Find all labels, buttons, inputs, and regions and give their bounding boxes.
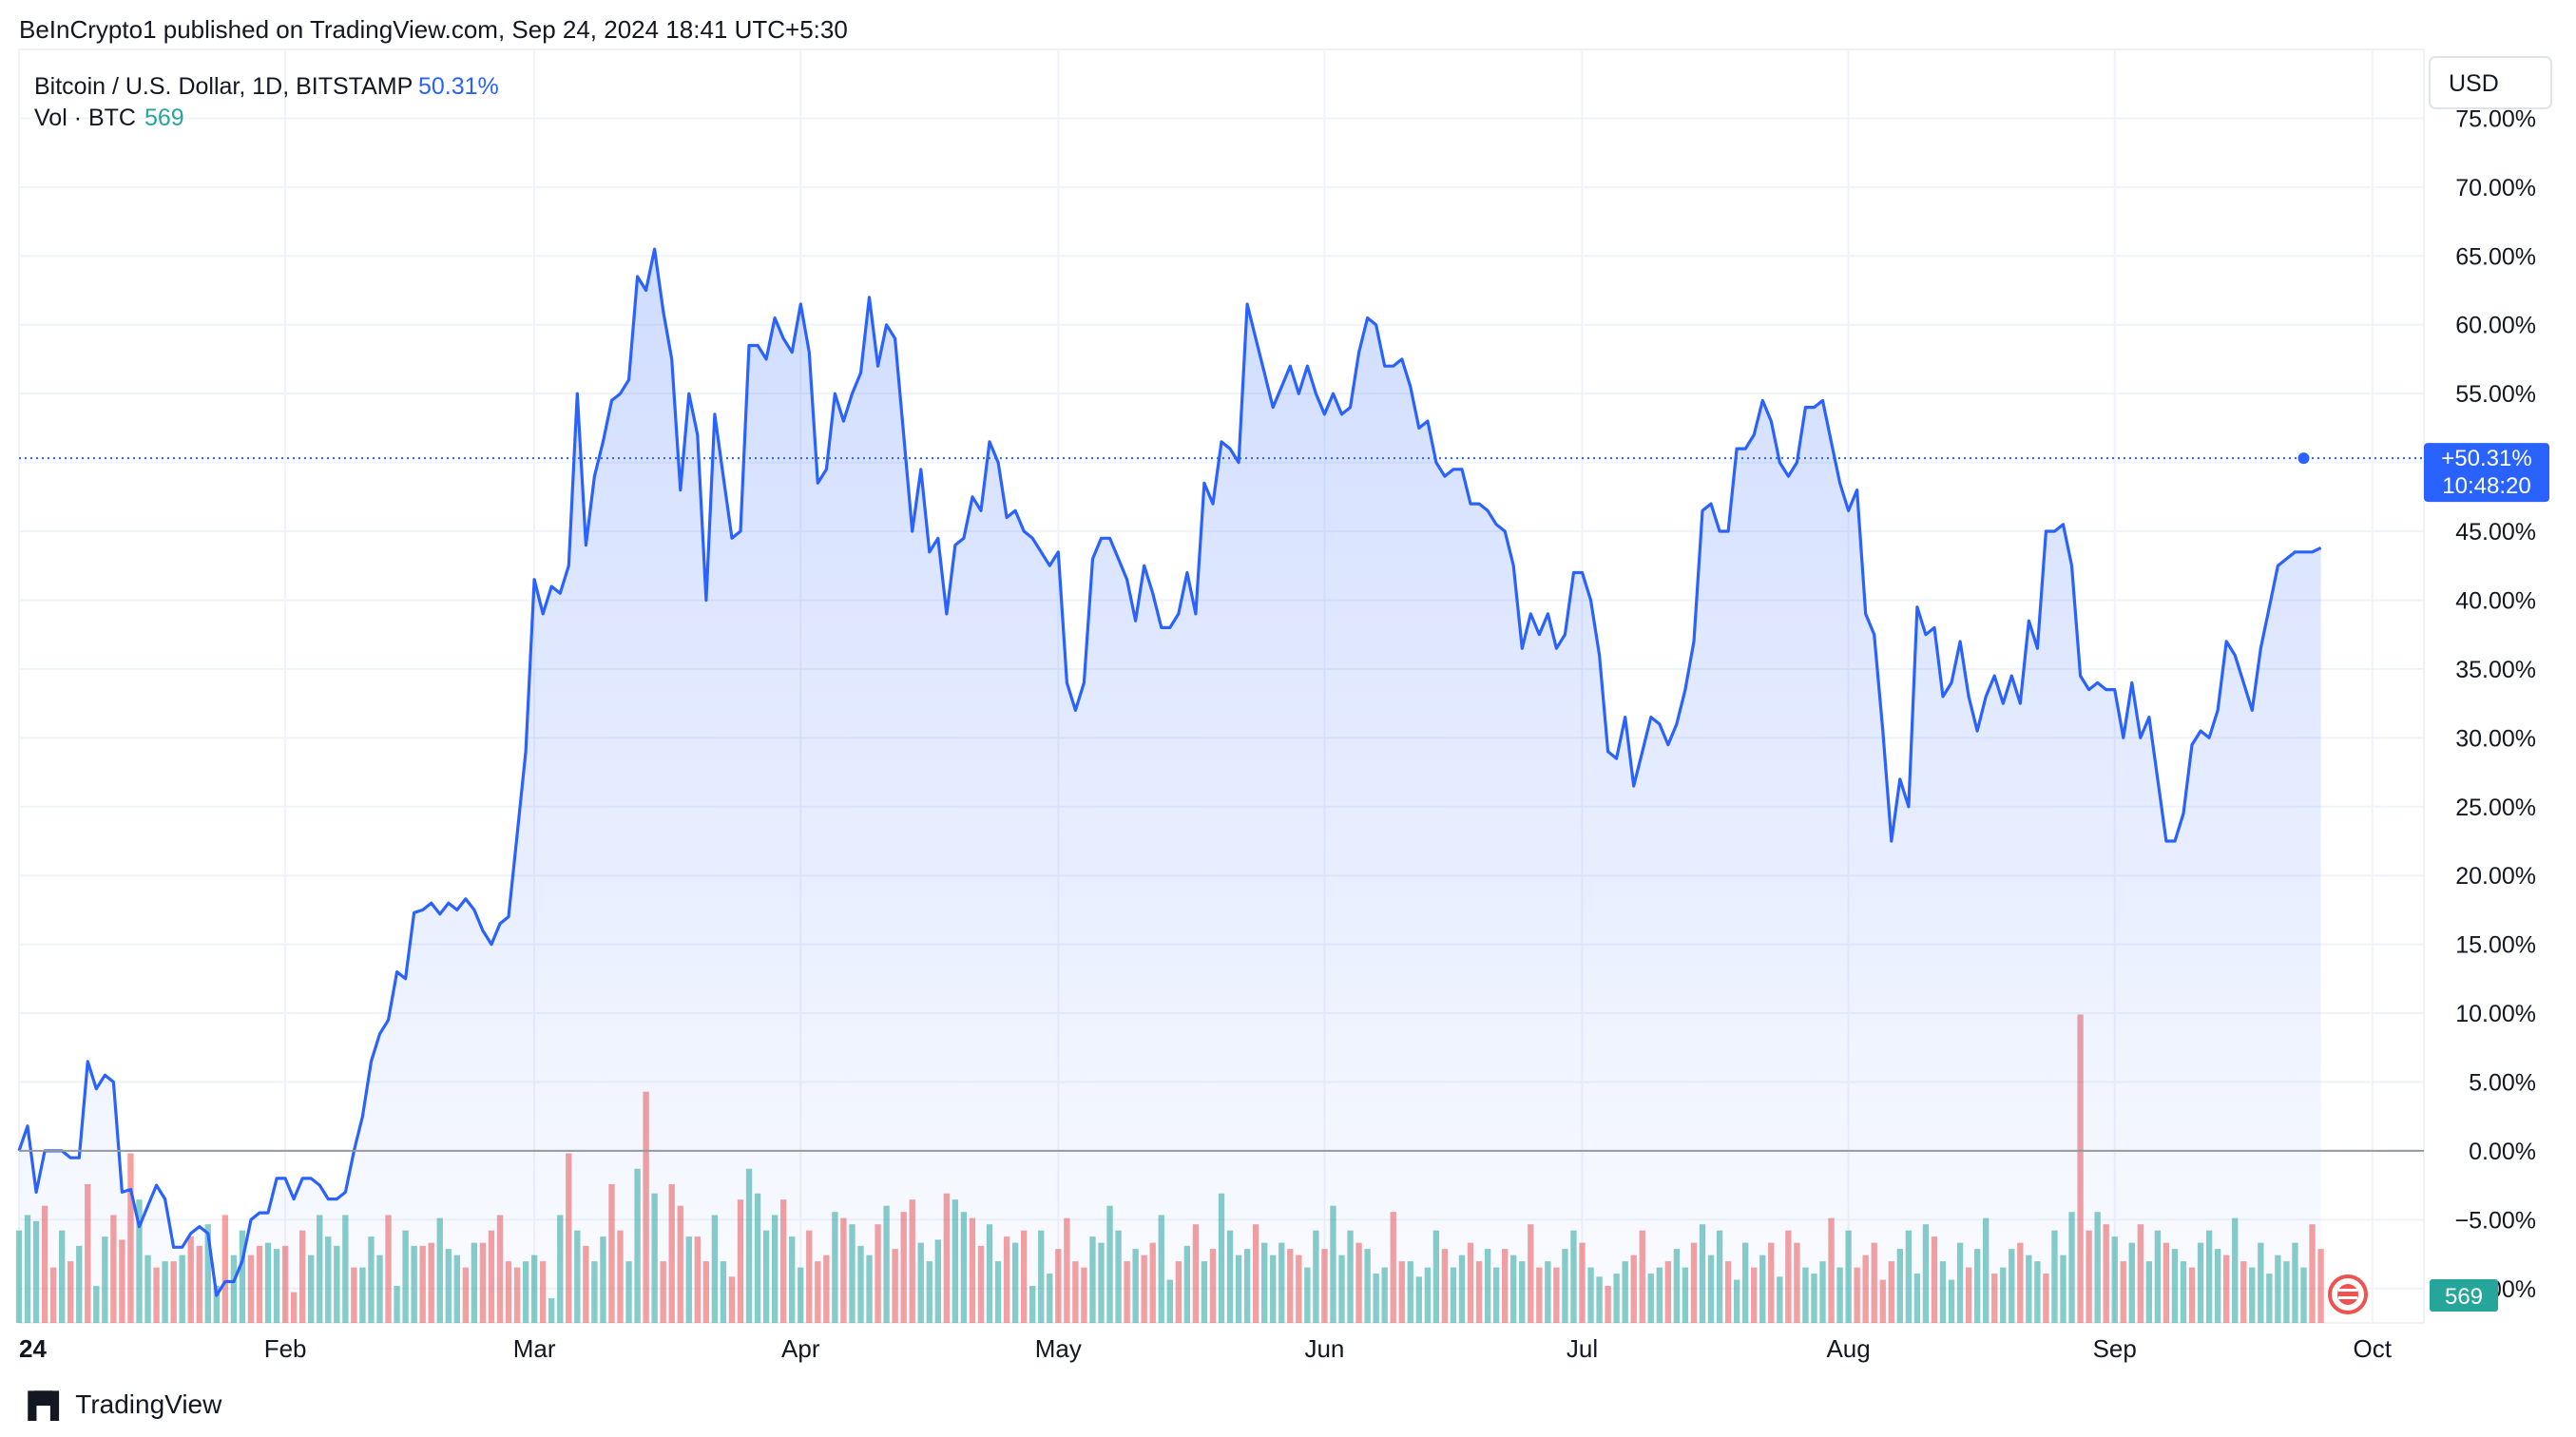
y-tick-label: 20.00% bbox=[2455, 863, 2536, 890]
volume-value-label: 569 bbox=[2445, 1284, 2483, 1310]
y-axis[interactable]: 75.00%70.00%65.00%60.00%55.00%50.00%45.0… bbox=[2442, 105, 2536, 1302]
y-tick-label: 60.00% bbox=[2455, 313, 2536, 339]
x-tick-label: 24 bbox=[19, 1334, 47, 1363]
x-tick-label: Aug bbox=[1826, 1334, 1870, 1363]
x-tick-label: May bbox=[1035, 1334, 1082, 1363]
published-by-line: BeInCrypto1 published on TradingView.com… bbox=[19, 15, 848, 44]
tradingview-brand[interactable]: ▐▀▌ TradingView bbox=[19, 1389, 221, 1420]
x-tick-label: Mar bbox=[513, 1334, 556, 1363]
us-flag-icon[interactable] bbox=[2328, 1274, 2368, 1314]
tradingview-logo-icon: ▐▀▌ bbox=[19, 1389, 67, 1419]
currency-button[interactable]: USD bbox=[2429, 56, 2552, 109]
y-tick-label: 35.00% bbox=[2455, 657, 2536, 683]
y-tick-label: 75.00% bbox=[2455, 105, 2536, 132]
brand-text: TradingView bbox=[75, 1389, 222, 1419]
legend: Bitcoin / U.S. Dollar, 1D, BITSTAMP 50.3… bbox=[34, 73, 499, 131]
x-tick-label: Jul bbox=[1567, 1334, 1598, 1363]
x-tick-label: Oct bbox=[2354, 1334, 2393, 1363]
y-tick-label: 65.00% bbox=[2455, 243, 2536, 270]
legend-volume-label: Vol · BTC bbox=[34, 105, 136, 131]
legend-symbol-value: 50.31% bbox=[418, 73, 499, 100]
y-tick-label: 0.00% bbox=[2469, 1139, 2536, 1165]
y-tick-label: 10.00% bbox=[2455, 1001, 2536, 1027]
currency-label: USD bbox=[2449, 70, 2499, 97]
y-tick-label: 25.00% bbox=[2455, 795, 2536, 821]
last-value-badge: +50.31% 10:48:20 bbox=[2424, 443, 2549, 503]
y-tick-label: 30.00% bbox=[2455, 725, 2536, 752]
price-line bbox=[17, 247, 2322, 1297]
y-tick-label: 55.00% bbox=[2455, 381, 2536, 408]
last-value-label: +50.31% bbox=[2441, 446, 2531, 471]
x-tick-label: Sep bbox=[2093, 1334, 2137, 1363]
x-tick-label: Feb bbox=[264, 1334, 307, 1363]
y-tick-label: 15.00% bbox=[2455, 932, 2536, 959]
volume-bar bbox=[221, 1215, 229, 1323]
last-value-time: 10:48:20 bbox=[2442, 473, 2530, 499]
x-axis[interactable]: 24 Feb Mar Apr May Jun Jul Aug Sep Oct bbox=[19, 1334, 2393, 1363]
x-tick-label: Jun bbox=[1304, 1334, 1344, 1363]
y-tick-label: 70.00% bbox=[2455, 175, 2536, 201]
legend-symbol: Bitcoin / U.S. Dollar, 1D, BITSTAMP bbox=[34, 73, 413, 100]
x-tick-label: Apr bbox=[781, 1334, 820, 1363]
last-value-dot bbox=[2297, 452, 2310, 465]
price-area-fill bbox=[19, 249, 2321, 1324]
y-tick-label: 5.00% bbox=[2469, 1069, 2536, 1096]
volume-value-badge: 569 bbox=[2430, 1279, 2498, 1312]
y-tick-label: 45.00% bbox=[2455, 519, 2536, 546]
y-tick-label: 40.00% bbox=[2455, 587, 2536, 614]
legend-volume-value: 569 bbox=[144, 105, 184, 131]
y-tick-label: −5.00% bbox=[2455, 1207, 2537, 1234]
